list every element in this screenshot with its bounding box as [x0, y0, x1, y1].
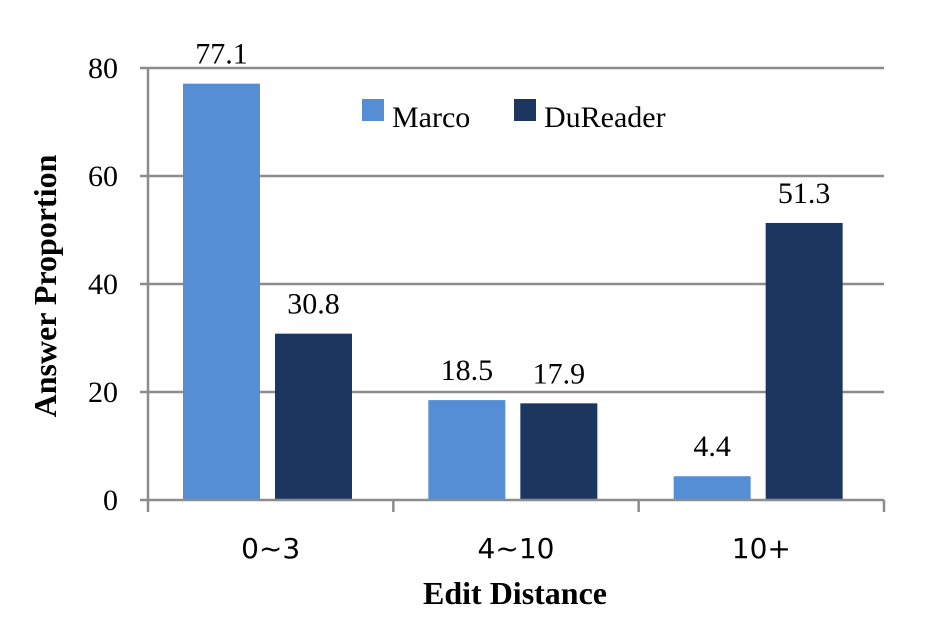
y-axis-ticks: 0 20 40 60 80 [88, 52, 118, 517]
bar-dureader-1 [520, 403, 598, 500]
bar-marco-0 [183, 83, 260, 500]
bar-dureader-0 [275, 333, 352, 500]
data-label-marco-1: 18.5 [441, 354, 494, 387]
x-tick-label: 4~10 [478, 532, 555, 565]
legend: Marco DuReader [362, 99, 666, 134]
bar-marco-2 [673, 476, 751, 500]
y-axis-title: Answer Proportion [27, 154, 63, 417]
y-tick-label: 20 [88, 376, 118, 409]
y-tick-label: 60 [88, 160, 118, 193]
y-tick-label: 0 [103, 484, 118, 517]
x-tick-label: 0~3 [241, 532, 300, 565]
bar-marco-1 [428, 400, 506, 500]
data-label-dureader-0: 30.8 [287, 288, 340, 321]
gridlines [148, 66, 884, 394]
legend-swatch-marco [362, 99, 384, 121]
x-tick-label: 10+ [732, 532, 791, 565]
x-axis-title: Edit Distance [423, 575, 607, 611]
data-labels: 77.1 30.8 18.5 17.9 4.4 51.3 [195, 38, 830, 464]
data-label-marco-2: 4.4 [693, 430, 731, 463]
data-label-marco-0: 77.1 [195, 38, 248, 71]
legend-label-marco: Marco [392, 101, 470, 134]
y-tick-label: 80 [88, 52, 118, 85]
data-label-dureader-1: 17.9 [533, 357, 586, 390]
data-label-dureader-2: 51.3 [778, 177, 831, 210]
x-axis-ticks: 0~3 4~10 10+ [241, 532, 791, 565]
axes [140, 66, 886, 512]
y-tick-label: 40 [88, 268, 118, 301]
bars [183, 83, 843, 501]
bar-dureader-2 [765, 222, 843, 501]
legend-label-dureader: DuReader [544, 101, 666, 134]
legend-swatch-dureader [514, 99, 536, 121]
